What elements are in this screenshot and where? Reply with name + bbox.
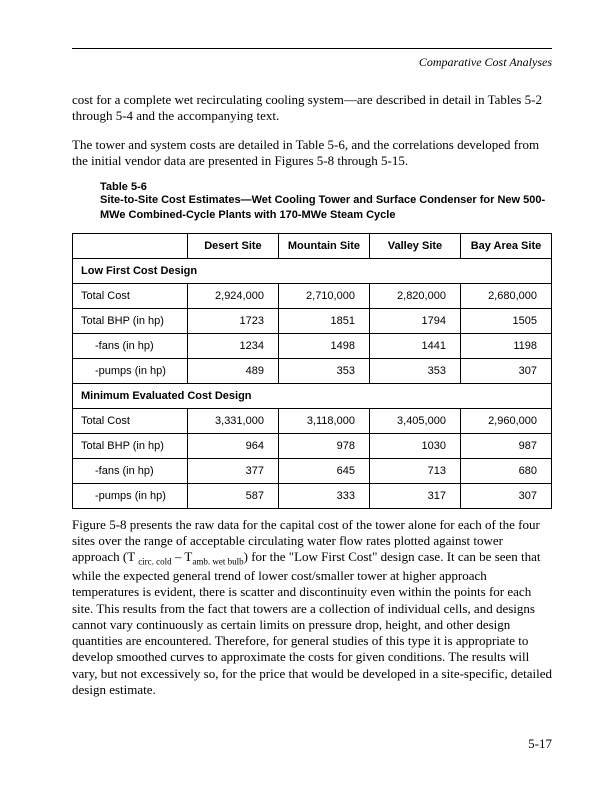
row-label: -pumps (in hp) — [73, 358, 188, 383]
row-label: -pumps (in hp) — [73, 483, 188, 508]
table-row: -fans (in hp)377645713680 — [73, 458, 552, 483]
header-desert: Desert Site — [187, 233, 278, 258]
row-value: 1723 — [187, 308, 278, 333]
row-value: 1794 — [369, 308, 460, 333]
row-value: 2,960,000 — [460, 408, 551, 433]
table-row: Total Cost3,331,0003,118,0003,405,0002,9… — [73, 408, 552, 433]
row-value: 307 — [460, 483, 551, 508]
body-paragraph-2: The tower and system costs are detailed … — [72, 137, 552, 170]
row-value: 377 — [187, 458, 278, 483]
table-section-title: Low First Cost Design — [73, 258, 552, 283]
row-value: 317 — [369, 483, 460, 508]
table-row: Total BHP (in hp)1723185117941505 — [73, 308, 552, 333]
figure-paragraph: Figure 5-8 presents the raw data for the… — [72, 517, 552, 698]
row-value: 353 — [369, 358, 460, 383]
row-label: Total BHP (in hp) — [73, 433, 188, 458]
table-row: -pumps (in hp)587333317307 — [73, 483, 552, 508]
row-value: 2,820,000 — [369, 283, 460, 308]
page-number: 5-17 — [528, 736, 552, 752]
row-value: 964 — [187, 433, 278, 458]
subscript-amb-wet-bulb: amb. wet bulb — [192, 557, 243, 567]
row-value: 353 — [278, 358, 369, 383]
table-header-row: Desert Site Mountain Site Valley Site Ba… — [73, 233, 552, 258]
row-value: 1441 — [369, 333, 460, 358]
row-label: -fans (in hp) — [73, 458, 188, 483]
row-label: Total Cost — [73, 283, 188, 308]
row-value: 333 — [278, 483, 369, 508]
row-value: 307 — [460, 358, 551, 383]
row-value: 2,924,000 — [187, 283, 278, 308]
row-value: 1234 — [187, 333, 278, 358]
body-paragraph-1: cost for a complete wet recirculating co… — [72, 92, 552, 125]
header-mountain: Mountain Site — [278, 233, 369, 258]
table-row: -pumps (in hp)489353353307 — [73, 358, 552, 383]
row-value: 489 — [187, 358, 278, 383]
table-row: Total Cost2,924,0002,710,0002,820,0002,6… — [73, 283, 552, 308]
fig-para-part3: ) for the "Low First Cost" design case. … — [72, 549, 552, 697]
row-value: 3,118,000 — [278, 408, 369, 433]
row-label: Total BHP (in hp) — [73, 308, 188, 333]
row-value: 2,680,000 — [460, 283, 551, 308]
table-section-title: Minimum Evaluated Cost Design — [73, 383, 552, 408]
row-value: 1851 — [278, 308, 369, 333]
row-value: 3,405,000 — [369, 408, 460, 433]
header-valley: Valley Site — [369, 233, 460, 258]
header-bay: Bay Area Site — [460, 233, 551, 258]
table-caption-text: Site-to-Site Cost Estimates—Wet Cooling … — [100, 193, 552, 223]
row-value: 680 — [460, 458, 551, 483]
fig-para-part2: – T — [172, 549, 193, 564]
row-value: 1498 — [278, 333, 369, 358]
row-value: 587 — [187, 483, 278, 508]
table-row: Total BHP (in hp)9649781030987 — [73, 433, 552, 458]
section-header: Comparative Cost Analyses — [72, 55, 552, 70]
row-value: 1030 — [369, 433, 460, 458]
table-caption: Table 5-6 Site-to-Site Cost Estimates—We… — [100, 181, 552, 223]
row-value: 645 — [278, 458, 369, 483]
header-blank — [73, 233, 188, 258]
top-horizontal-rule — [72, 48, 552, 49]
cost-estimates-table: Desert Site Mountain Site Valley Site Ba… — [72, 233, 552, 509]
row-value: 2,710,000 — [278, 283, 369, 308]
row-value: 1198 — [460, 333, 551, 358]
row-value: 713 — [369, 458, 460, 483]
row-value: 1505 — [460, 308, 551, 333]
row-label: -fans (in hp) — [73, 333, 188, 358]
table-row: -fans (in hp)1234149814411198 — [73, 333, 552, 358]
table-section-row: Low First Cost Design — [73, 258, 552, 283]
row-label: Total Cost — [73, 408, 188, 433]
subscript-circ-cold: circ. cold — [138, 557, 171, 567]
table-section-row: Minimum Evaluated Cost Design — [73, 383, 552, 408]
row-value: 978 — [278, 433, 369, 458]
table-caption-number: Table 5-6 — [100, 181, 552, 193]
row-value: 987 — [460, 433, 551, 458]
row-value: 3,331,000 — [187, 408, 278, 433]
